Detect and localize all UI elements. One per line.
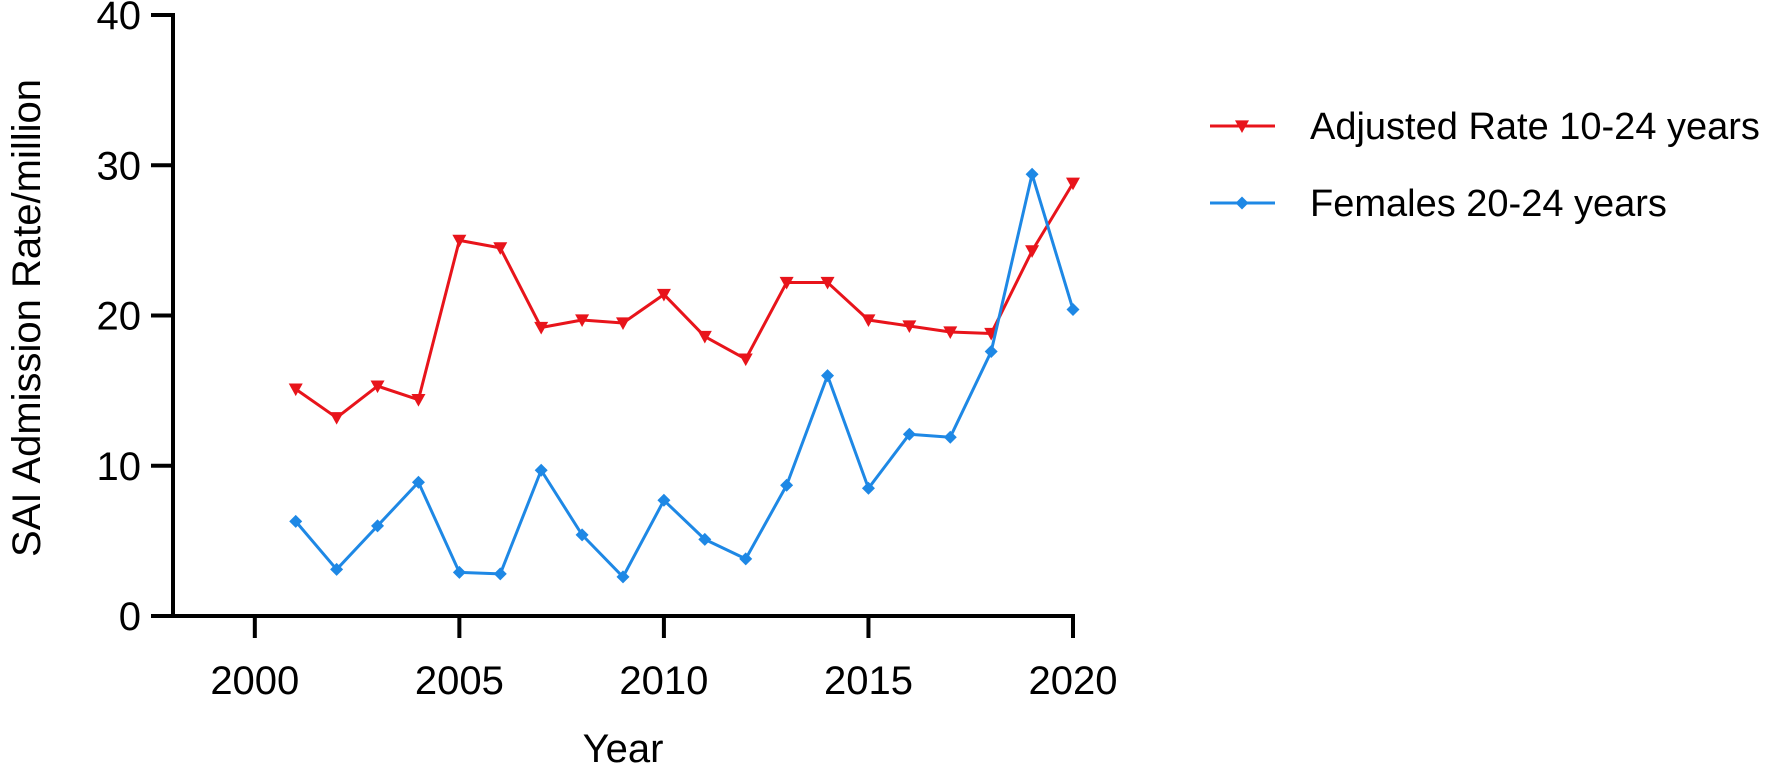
data-point: [411, 394, 426, 407]
data-point: [1066, 302, 1080, 316]
data-point: [821, 369, 835, 383]
data-point: [370, 380, 385, 394]
data-point: [738, 353, 753, 367]
data-point: [943, 326, 958, 340]
data-point: [739, 552, 753, 566]
data-point: [493, 567, 507, 581]
data-point: [452, 565, 466, 579]
legend-label: Adjusted Rate 10-24 years: [1310, 106, 1760, 148]
legend-swatch-marker: [1235, 196, 1249, 210]
data-point: [493, 242, 508, 255]
y-tick-label: 0: [119, 595, 141, 639]
legend-item: Adjusted Rate 10-24 years: [1210, 106, 1760, 148]
legend-label: Females 20-24 years: [1310, 183, 1667, 225]
data-point: [779, 276, 794, 290]
series-1: [288, 177, 1080, 425]
data-point: [902, 320, 917, 334]
y-tick-label: 10: [97, 445, 142, 489]
data-point: [697, 330, 712, 344]
series-line: [294, 172, 1075, 579]
data-point: [902, 427, 916, 441]
data-point: [534, 463, 548, 477]
x-ticks: 2000 2005 2010 2015 2020: [210, 616, 1117, 703]
plot-area: 0 10 20 30 40 2000 2005 2010 2015 2020: [97, 0, 1118, 703]
data-point: [452, 234, 467, 248]
data-point: [575, 528, 589, 542]
data-point: [943, 430, 957, 444]
x-tick-label: 2015: [824, 659, 913, 703]
data-point: [820, 276, 835, 290]
x-tick-label: 2020: [1029, 659, 1118, 703]
y-tick-label: 40: [97, 0, 142, 38]
x-axis-title: Year: [583, 727, 664, 768]
legend: Adjusted Rate 10-24 years Females 20-24 y…: [1210, 106, 1760, 225]
series-layer: [288, 167, 1080, 584]
data-point: [1025, 167, 1039, 181]
x-tick-label: 2005: [415, 659, 504, 703]
y-axis-title: SAI Admission Rate/million: [5, 79, 49, 557]
data-point: [616, 317, 630, 331]
data-point: [575, 314, 590, 328]
data-point: [780, 478, 794, 492]
series-2: [289, 167, 1080, 584]
data-point: [698, 532, 712, 546]
data-point: [861, 481, 875, 495]
data-point: [1066, 177, 1080, 191]
data-point: [371, 519, 385, 533]
x-tick-label: 2010: [619, 659, 708, 703]
data-point: [1025, 245, 1040, 258]
data-point: [534, 321, 549, 335]
y-tick-label: 20: [97, 295, 142, 339]
x-tick-label: 2000: [210, 659, 299, 703]
data-point: [330, 562, 344, 576]
data-point: [411, 475, 425, 489]
y-tick-label: 30: [97, 144, 142, 188]
data-point: [329, 412, 344, 425]
data-point: [288, 383, 303, 397]
data-point: [861, 314, 876, 328]
data-point: [616, 570, 630, 584]
data-point: [656, 288, 671, 302]
data-point: [657, 493, 671, 507]
series-line: [294, 182, 1075, 420]
y-ticks: 0 10 20 30 40: [97, 0, 173, 639]
data-point: [289, 514, 303, 528]
legend-swatch-marker: [1235, 120, 1249, 133]
data-point: [984, 345, 998, 359]
legend-item: Females 20-24 years: [1210, 183, 1667, 225]
